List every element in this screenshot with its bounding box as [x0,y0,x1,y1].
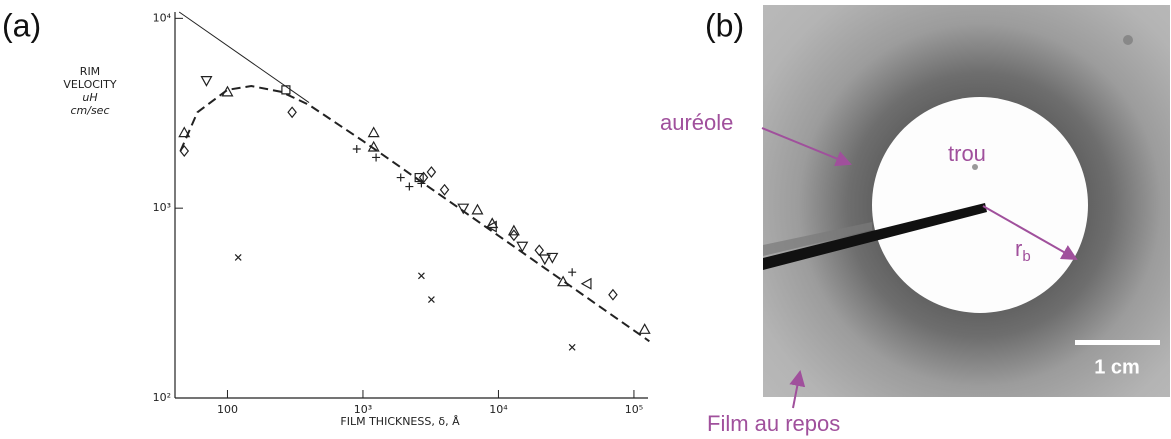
scale-bar [1075,340,1160,345]
point [509,229,519,242]
point [372,153,381,162]
film-label: Film au repos [707,411,840,436]
x-axis-label: FILM THICKNESS, δ, Å [340,415,460,428]
point [414,172,424,183]
point [568,268,577,277]
point [439,183,450,196]
scale-label: 1 cm [1094,356,1140,378]
radius-arrow [982,205,1078,260]
point [471,203,484,215]
aureole-label: auréole [660,110,733,135]
point [417,179,426,188]
point [516,241,529,253]
point [352,144,361,153]
point [546,252,559,264]
point [178,126,191,138]
radius-symbol: r [1015,236,1022,261]
hole-label: trou [948,141,986,166]
point [234,254,242,261]
speck [972,164,978,170]
point [507,224,520,236]
photo: 1 cm trou rb [763,5,1170,397]
panel-label: (a) [2,7,41,43]
x-tick-label: 10⁵ [625,403,643,416]
point [608,288,618,301]
y-tick-label: 10² [153,391,171,404]
point [417,272,425,280]
point [367,126,380,138]
point [418,171,429,184]
x-tick-label: 100 [217,403,238,416]
x-tick-label: 10³ [354,403,372,416]
point [638,323,651,334]
point [486,220,497,233]
point [405,182,414,191]
point [281,85,291,95]
y-tick-label: 10³ [153,201,171,214]
point [426,166,437,179]
point [580,277,592,290]
point [538,254,551,266]
speck [1123,35,1133,45]
needle-shadow [763,222,872,256]
y-axis-label: RIM [80,65,100,78]
point [396,173,405,182]
y-axis-label: uH [82,91,97,104]
x-tick-label: 10⁴ [489,403,508,416]
fit-line [179,85,650,343]
radius-subscript: b [1022,248,1030,265]
radius-label: rb [1015,236,1031,265]
point [367,140,380,152]
y-tick-label: 10⁴ [153,11,172,24]
panel-label: (b) [705,7,744,43]
needle [763,203,987,270]
plot: FILM THICKNESS, δ, Å 100 10³ 10⁴ 10⁵ 10² 10³ 1… [63,11,651,428]
point [179,145,190,157]
point [568,343,576,351]
point [221,85,234,97]
y-axis-label: VELOCITY [63,78,117,91]
point [457,203,470,215]
point [427,296,435,303]
point [557,275,570,287]
aureole-arrow [761,127,852,167]
film-arrow [789,370,806,409]
point [534,244,545,257]
point [200,75,213,87]
y-axis-label: cm/sec [70,104,109,117]
point [287,106,297,119]
fit-line [178,11,310,103]
